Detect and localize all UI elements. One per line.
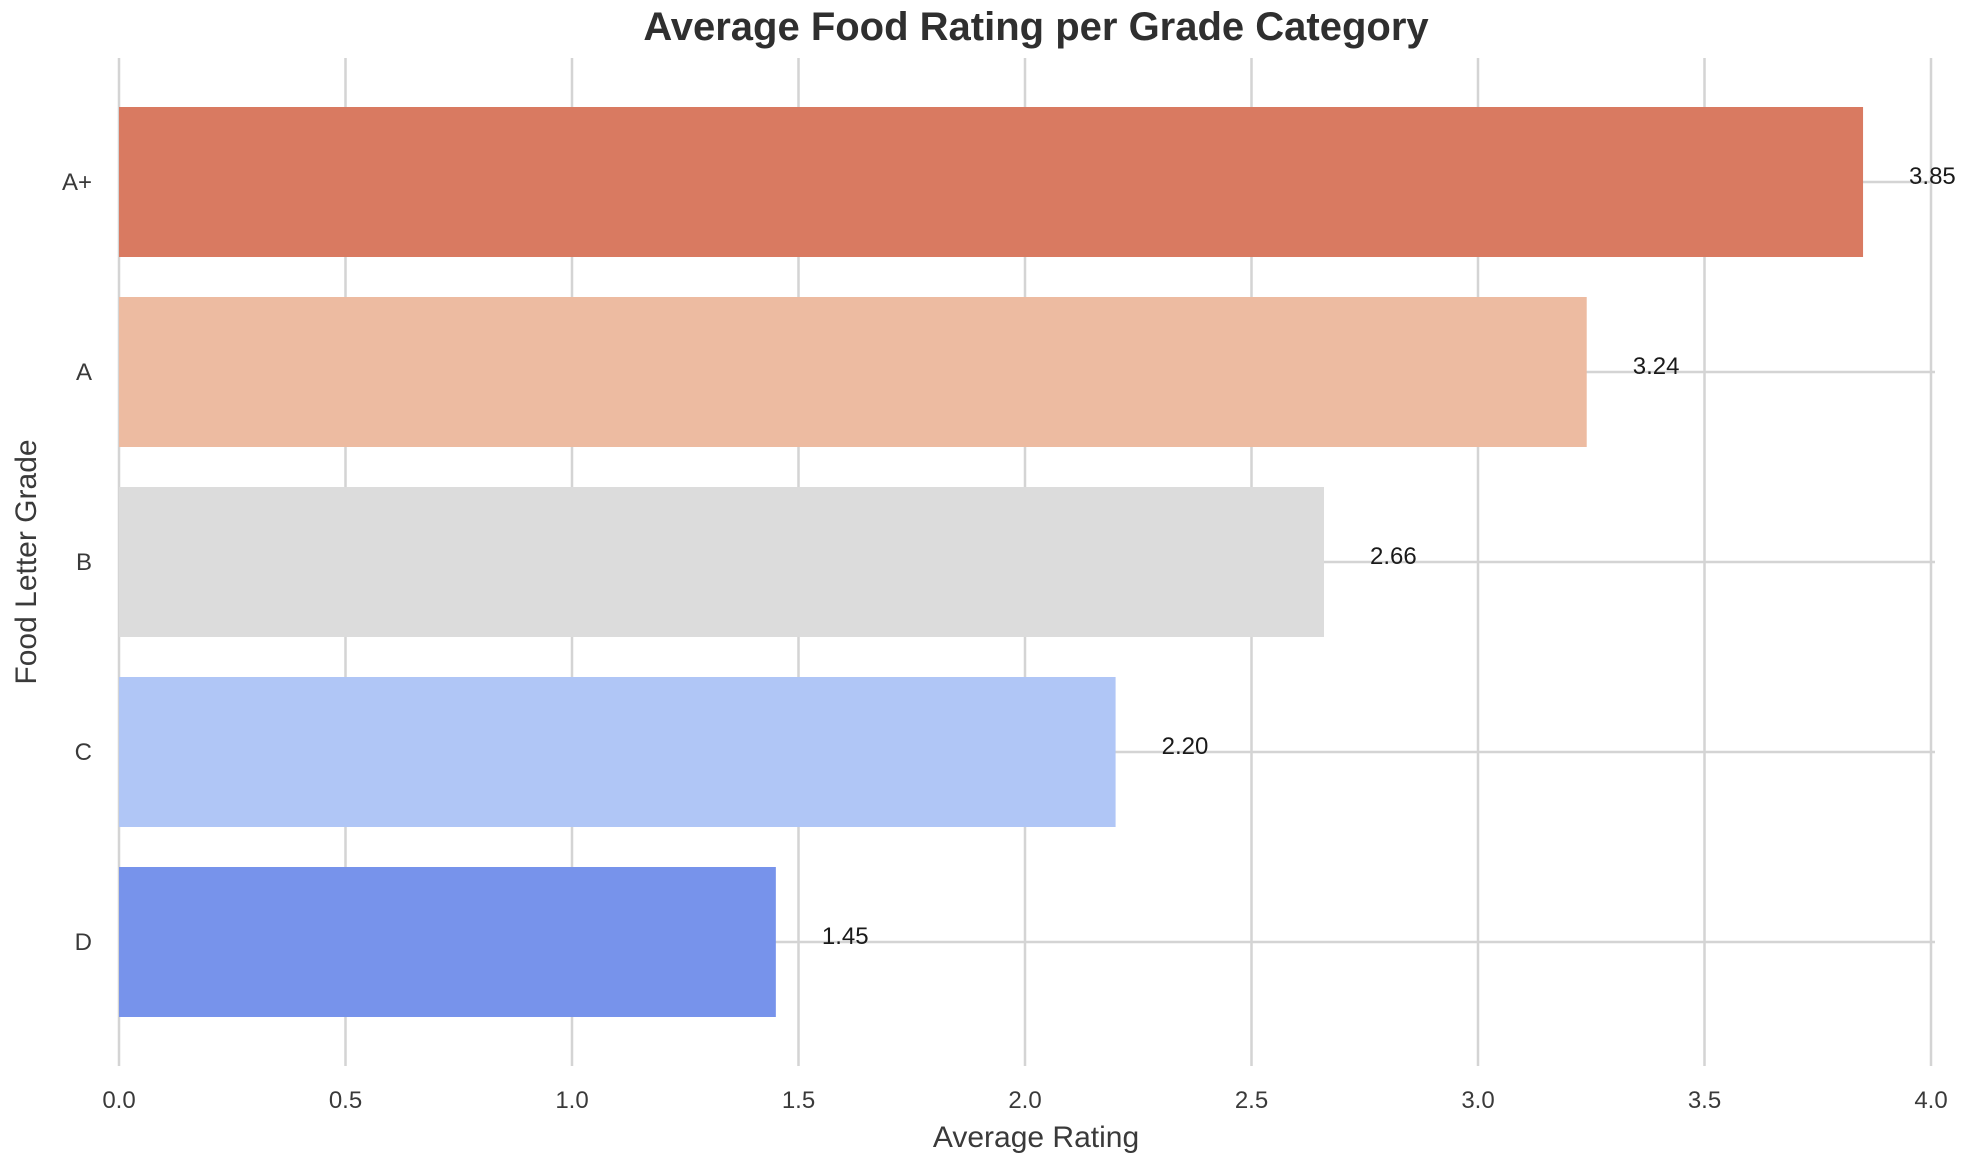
x-tick-label: 0.0 [102,1087,135,1114]
y-tick-label: D [75,929,92,956]
bar-d [119,867,776,1017]
bars [119,107,1864,1017]
bar-a-plus [119,107,1864,257]
x-tick-label: 3.0 [1461,1087,1494,1114]
x-tick-label: 4.0 [1914,1087,1947,1114]
y-tick-label: C [75,739,92,766]
y-tick-label: A+ [62,169,92,196]
x-tick-label: 3.5 [1688,1087,1721,1114]
y-axis-label: Food Letter Grade [10,439,43,684]
bar-value-label: 2.66 [1370,543,1417,570]
y-tick-label: A [76,359,92,386]
bar-b [119,487,1324,637]
bar-value-label: 3.85 [1909,163,1956,190]
bar-value-label: 2.20 [1162,733,1209,760]
x-tick-label: 1.5 [782,1087,815,1114]
bar-a [119,297,1587,447]
x-tick-labels: 0.0 0.5 1.0 1.5 2.0 2.5 3.0 3.5 4.0 [102,1087,1947,1114]
x-axis-label: Average Rating [933,1121,1139,1154]
chart-title: Average Food Rating per Grade Category [643,5,1429,49]
x-tick-label: 2.0 [1008,1087,1041,1114]
bar-value-label: 1.45 [822,923,869,950]
x-tick-label: 0.5 [329,1087,362,1114]
bar-c [119,677,1116,827]
y-tick-labels: A+ A B C D [62,169,92,956]
x-tick-label: 1.0 [555,1087,588,1114]
y-tick-label: B [76,549,92,576]
x-tick-label: 2.5 [1235,1087,1268,1114]
bar-value-label: 3.24 [1633,353,1680,380]
data-labels: 3.85 3.24 2.66 2.20 1.45 [822,163,1956,950]
